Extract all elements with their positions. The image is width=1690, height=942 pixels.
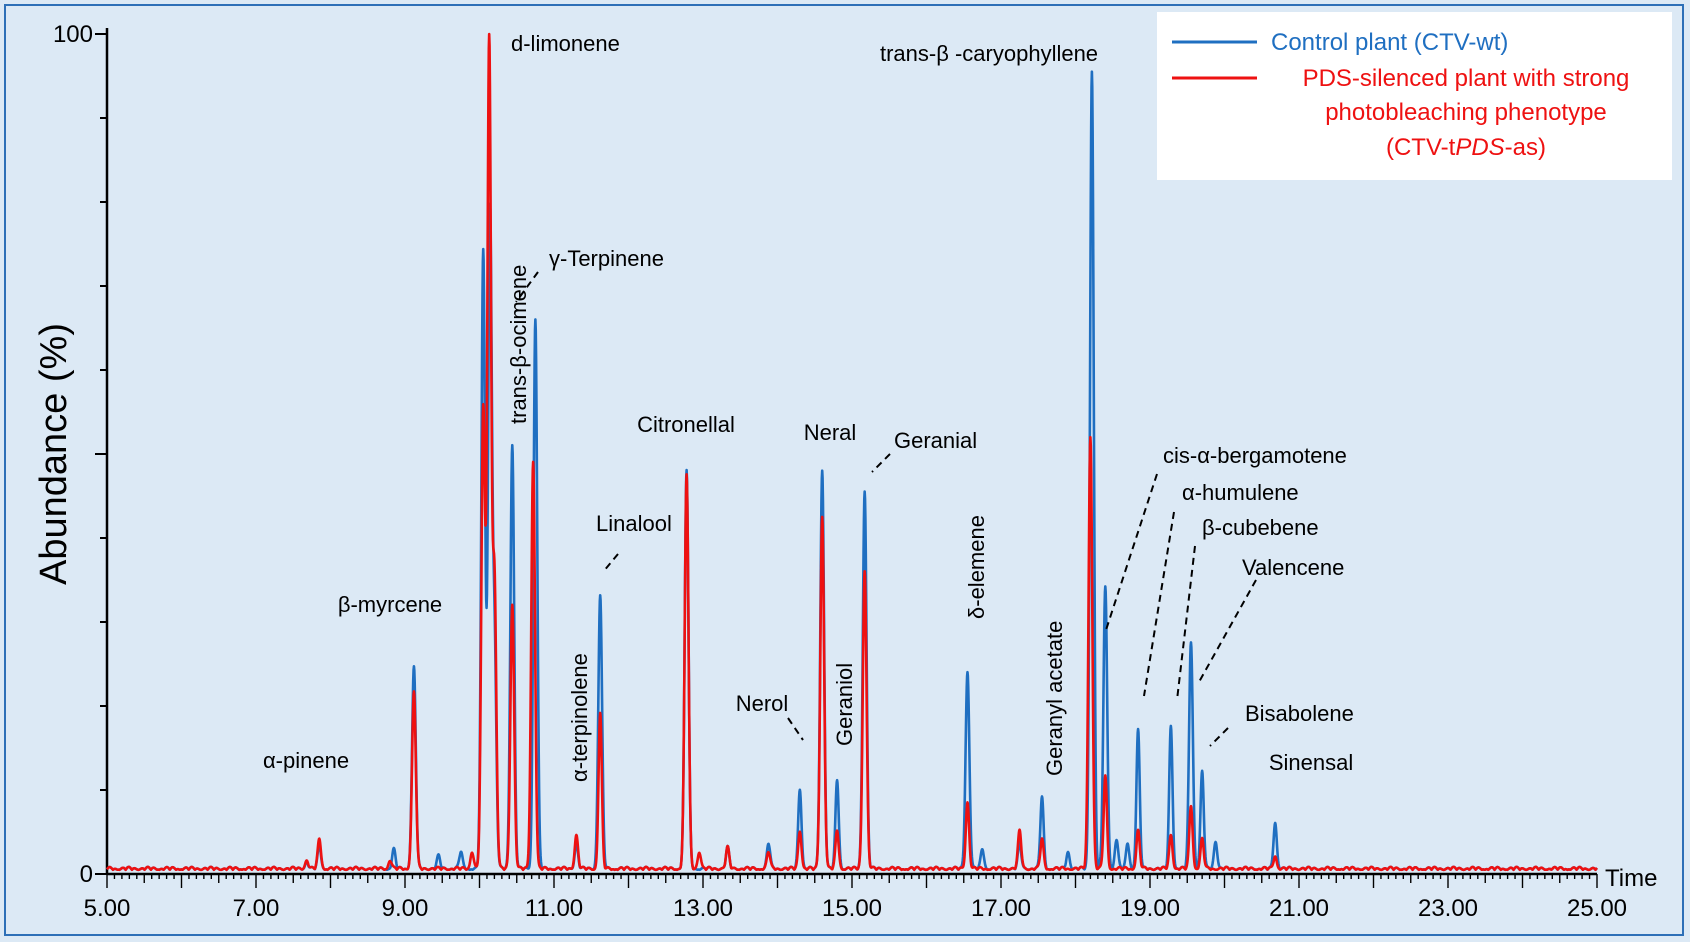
peak-label-myrcene: β-myrcene — [338, 592, 442, 617]
x-tick-label: 21.00 — [1269, 895, 1329, 922]
legend-box — [1157, 12, 1672, 180]
peak-label-terpinolene: α-terpinolene — [567, 653, 592, 782]
peak-label-geraniol: Geraniol — [832, 663, 857, 746]
legend-label-pds-line-2: photobleaching phenotype — [1325, 99, 1607, 126]
chromatogram-chart: 0 100 Abundance (%) 5.00 7.00 9.00 11.00 13.00 1… — [33, 12, 1672, 922]
peak-label-geranial: Geranial — [894, 428, 977, 453]
leader-line — [515, 271, 539, 303]
peak-label-neral: Neral — [804, 420, 857, 445]
peak-label-trans-ocimene: trans-β-ocimene — [506, 265, 531, 424]
peak-label-bisabolene: Bisabolene — [1245, 701, 1354, 726]
x-tick-label: 13.00 — [673, 895, 733, 922]
peak-label-valencene: Valencene — [1242, 555, 1344, 580]
peak-label-geranyl-acetate: Geranyl acetate — [1042, 621, 1067, 776]
x-tick-label: 25.00 — [1567, 895, 1627, 922]
x-tick-label: 19.00 — [1120, 895, 1180, 922]
legend: Control plant (CTV-wt) PDS-silenced plant… — [1157, 12, 1672, 180]
leader-line — [1105, 473, 1158, 631]
leader-line — [1198, 579, 1257, 683]
leader-line — [1176, 545, 1196, 701]
peak-label-sinensal: Sinensal — [1269, 750, 1353, 775]
peak-label-pinene: α-pinene — [263, 748, 349, 773]
series-line-pds-silenced — [105, 32, 1598, 872]
leader-line — [787, 717, 804, 741]
leader-line — [1143, 511, 1175, 697]
series-lines — [105, 32, 1598, 872]
peak-label-elemene: δ-elemene — [964, 515, 989, 619]
peak-label-citronellal: Citronellal — [637, 412, 735, 437]
x-tick-label: 7.00 — [233, 895, 280, 922]
x-tick-label: 15.00 — [822, 895, 882, 922]
peak-label-linalool: Linalool — [596, 511, 672, 536]
leader-line — [1209, 727, 1229, 747]
x-tick-label: 17.00 — [971, 895, 1031, 922]
leader-line — [602, 553, 619, 573]
y-axis-label: Abundance (%) — [33, 323, 75, 585]
x-tick-label: 11.00 — [525, 895, 583, 922]
x-tick-label: 5.00 — [84, 895, 131, 922]
leader-line — [871, 453, 891, 473]
legend-label-pds-line-1: PDS-silenced plant with strong — [1303, 65, 1630, 92]
peak-label-terpinene: γ-Terpinene — [549, 246, 664, 271]
x-axis-label: Time — [1605, 865, 1657, 892]
peak-label-nerol: Nerol — [736, 691, 789, 716]
peak-label-cis-bergamotene: cis-α-bergamotene — [1163, 443, 1347, 468]
figure-frame: 0 100 Abundance (%) 5.00 7.00 9.00 11.00 13.00 1… — [4, 4, 1684, 936]
peak-labels: α-pinene β-myrcene d-limonene trans-β-ocime… — [263, 31, 1354, 782]
peak-label-humulene: α-humulene — [1182, 480, 1299, 505]
y-tick-label: 0 — [80, 861, 93, 888]
y-tick-label: 100 — [53, 21, 93, 48]
x-tick-label: 23.00 — [1418, 895, 1478, 922]
peak-label-d-limonene: d-limonene — [511, 31, 620, 56]
axes: 0 100 Abundance (%) 5.00 7.00 9.00 11.00 13.00 1… — [33, 21, 1657, 922]
legend-label-control: Control plant (CTV-wt) — [1271, 29, 1508, 56]
peak-label-cubebene: β-cubebene — [1202, 515, 1319, 540]
legend-label-pds-line-3: (CTV-tPDS-as) — [1386, 134, 1546, 161]
peak-label-trans-caryophyllene: trans-β -caryophyllene — [880, 41, 1098, 66]
x-tick-label: 9.00 — [382, 895, 429, 922]
